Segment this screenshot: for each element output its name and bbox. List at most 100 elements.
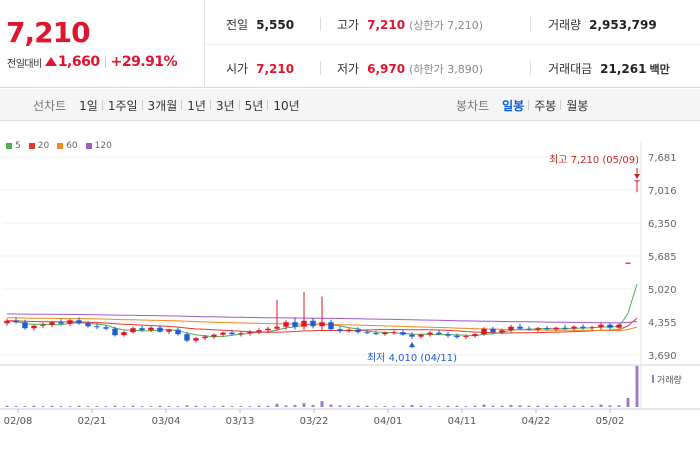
candle-body xyxy=(148,327,154,331)
candle-body xyxy=(445,334,451,336)
volume-bar xyxy=(599,404,603,407)
volume-bar xyxy=(554,405,558,407)
candle-body xyxy=(517,326,523,329)
candle-body xyxy=(535,328,541,330)
candle-body xyxy=(247,331,253,334)
volume-bar xyxy=(311,404,315,407)
low-annotation: 최저 4,010 (04/11) xyxy=(367,352,457,364)
volume-bar xyxy=(203,406,207,407)
volume-bar xyxy=(320,401,324,407)
volume-bar xyxy=(500,405,504,407)
volume-bar xyxy=(383,406,387,407)
legend-label: 120 xyxy=(94,141,112,151)
price-change: 전일대비 1,660 +29.91% xyxy=(7,54,178,70)
candle-body xyxy=(562,327,568,329)
current-price: 7,210 xyxy=(6,16,91,49)
period-3m[interactable]: 3개월 xyxy=(141,97,183,114)
volume-bar xyxy=(248,406,252,407)
period-1d[interactable]: 1일 xyxy=(79,98,98,113)
volume-bar xyxy=(68,406,72,407)
volume-bar xyxy=(626,397,630,407)
period-1y[interactable]: 1년 xyxy=(181,97,211,114)
divider xyxy=(530,17,531,31)
candle-body xyxy=(211,334,217,337)
stat-label: 저가 xyxy=(337,62,360,76)
volume-bar xyxy=(464,406,468,407)
volume-bar xyxy=(419,405,423,407)
volume-bar xyxy=(140,406,144,407)
stat-label: 거래량 xyxy=(548,18,582,32)
high-arrow-head-icon xyxy=(634,174,640,179)
y-tick-label: 4,355 xyxy=(648,318,677,329)
candlestick-chart[interactable]: 7,681 7,016 6,350 5,685 5,020 4,355 3,690 02/08… xyxy=(0,121,700,450)
low-arrow-head-icon xyxy=(409,342,415,348)
candle-body xyxy=(31,325,37,329)
volume-bar xyxy=(104,406,108,407)
candle-body xyxy=(337,329,343,332)
candle-weekly[interactable]: 주봉 xyxy=(528,97,561,114)
volume-bar xyxy=(509,404,513,407)
legend-swatch xyxy=(28,143,35,149)
moving-average-legend: 5 20 60 120 xyxy=(6,141,120,151)
volume-bar xyxy=(338,405,342,407)
candle-daily[interactable]: 일봉 xyxy=(502,98,525,113)
chart-toolbar: 선차트 1일 1주일 3개월 1년 3년 5년 10년 봉차트 일봉 주봉 월봉 xyxy=(0,89,700,121)
candle-body xyxy=(346,329,352,332)
candle-body xyxy=(256,330,262,332)
candle-body xyxy=(319,322,325,327)
candle-body xyxy=(463,336,469,338)
candle-body xyxy=(364,332,370,334)
stat-label: 시가 xyxy=(226,62,249,76)
x-tick-label: 05/02 xyxy=(596,416,625,427)
candle-body xyxy=(328,322,334,330)
candle-body xyxy=(265,328,271,331)
period-10y[interactable]: 10년 xyxy=(267,97,304,114)
volume-bar xyxy=(536,405,540,407)
volume-bar xyxy=(194,405,198,407)
change-value: 1,660 xyxy=(57,54,100,70)
candle-body xyxy=(40,324,46,326)
volume-bar xyxy=(50,405,54,407)
period-3y[interactable]: 3년 xyxy=(209,97,240,114)
stat-volume: 거래량 2,953,799 xyxy=(548,16,657,33)
x-tick-label: 02/08 xyxy=(4,416,33,427)
candle-body xyxy=(85,323,91,327)
volume-bar xyxy=(5,405,9,407)
stat-value: 2,953,799 xyxy=(589,18,657,32)
candle-body xyxy=(580,326,586,329)
volume-bar xyxy=(581,405,585,407)
volume-bar xyxy=(266,405,270,407)
volume-bar xyxy=(113,405,117,407)
volume-bar xyxy=(410,404,414,407)
volume-bar xyxy=(239,406,243,407)
change-percent: +29.91% xyxy=(110,54,178,70)
legend-item-ma5: 5 xyxy=(6,141,21,151)
candle-monthly[interactable]: 월봉 xyxy=(560,97,593,114)
volume-label: 거래량 xyxy=(657,374,682,386)
period-5y[interactable]: 5년 xyxy=(238,97,269,114)
stat-low: 저가 6,970 (하한가 3,890) xyxy=(337,60,483,77)
legend-item-ma60: 60 xyxy=(57,141,78,151)
stat-value: 5,550 xyxy=(256,18,295,32)
candle-body xyxy=(571,326,577,329)
candle-body xyxy=(22,322,28,329)
candle-body xyxy=(184,334,190,341)
volume-bar xyxy=(86,406,90,407)
volume-bar xyxy=(185,405,189,407)
candle-body xyxy=(76,320,82,324)
candle-body xyxy=(598,324,604,328)
stat-label: 전일 xyxy=(226,18,249,32)
volume-bar xyxy=(59,406,63,407)
candle-body xyxy=(526,328,532,330)
stat-label: 거래대금 xyxy=(548,62,593,76)
volume-bar xyxy=(14,406,18,407)
candle-body xyxy=(202,336,208,339)
candle-body xyxy=(553,327,559,330)
stat-value: 21,261 xyxy=(600,62,647,76)
candle-body xyxy=(499,330,505,333)
period-1w[interactable]: 1주일 xyxy=(101,97,143,114)
y-tick-label: 6,350 xyxy=(648,219,677,230)
candle-body xyxy=(427,332,433,335)
candle-body xyxy=(481,328,487,335)
change-label: 전일대비 xyxy=(7,58,42,70)
